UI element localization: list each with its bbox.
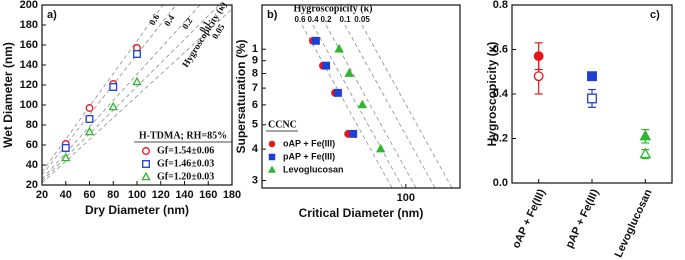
x-tick-label: 120	[152, 189, 170, 201]
x-tick-label: 100	[397, 192, 415, 204]
guide-line	[42, 5, 164, 173]
x-tick-label: 180	[223, 189, 241, 201]
y-axis-label: Supersaturation (%)	[234, 39, 248, 153]
y-tick-label: 3	[252, 174, 258, 186]
kappa-label: 0.05	[354, 15, 370, 24]
x-axis-label: Dry Diameter (nm)	[85, 203, 189, 217]
data-point	[311, 36, 320, 45]
panel-label: a)	[47, 9, 57, 21]
x-tick-label: 80	[107, 189, 119, 201]
x-axis-label: Critical Diameter (nm)	[299, 206, 424, 220]
x-tick-label: 40	[60, 189, 72, 201]
data-point	[109, 83, 118, 91]
kappa-guides-b	[301, 24, 453, 188]
y-tick-label: 0.0	[493, 177, 508, 189]
data-point	[85, 115, 94, 123]
legend-label: pAP + Fe(III)	[283, 151, 335, 161]
y-tick-label: 0.2	[493, 132, 508, 144]
legend-label: Gf=1.46±0.03	[157, 158, 214, 169]
legend-marker	[141, 171, 151, 181]
y-tick-label: 200	[20, 0, 38, 11]
legend-marker	[142, 147, 150, 155]
data-point	[344, 68, 354, 77]
guide-line	[344, 24, 436, 188]
data-point	[334, 43, 344, 53]
data-point	[349, 129, 358, 138]
y-tick-label: 0.6	[493, 43, 508, 55]
y-tick-label: 60	[26, 139, 38, 151]
guide-line	[42, 8, 232, 184]
y-tick-label: 180	[20, 19, 38, 31]
y-tick-label: 8	[252, 67, 258, 79]
data-point	[334, 88, 342, 97]
legend-marker	[142, 160, 150, 168]
legend-label: Gf=1.20±0.03	[157, 171, 214, 182]
x-tick-label: pAP + Fe(III)	[564, 187, 602, 250]
y-tick-label: 9	[252, 55, 258, 67]
data-point	[132, 76, 142, 86]
legend-title: H-TDMA; RH=85%	[139, 130, 227, 141]
y-tick-label: 160	[20, 39, 38, 51]
kappa-label: 0.4	[307, 15, 319, 24]
y-tick-label: 0.8	[493, 0, 508, 11]
y-tick-label: 7	[252, 82, 258, 94]
x-tick-label: 60	[83, 189, 95, 201]
kappa-label: 0.6	[294, 15, 306, 24]
y-tick-label: 5	[252, 119, 258, 131]
data-point	[375, 143, 386, 153]
x-tick-label: 20	[36, 189, 48, 201]
plot-frame	[261, 4, 461, 189]
kappa-title: Hygroscopicity (κ)	[294, 3, 373, 14]
data-point	[639, 147, 652, 159]
x-tick-label: 160	[199, 189, 217, 201]
legend-marker	[268, 153, 276, 161]
y-tick-label: 40	[26, 159, 38, 171]
data-point	[533, 71, 544, 82]
x-tick-label: oAP + Fe(III)	[510, 187, 548, 250]
y-axis-label: Hygroscopicity (κ)	[485, 42, 499, 147]
data-point	[133, 50, 141, 58]
kappa-label: 0.4	[162, 13, 177, 28]
y-tick-label: 6	[252, 99, 258, 111]
data-point	[61, 144, 70, 152]
y-tick-label: 100	[20, 99, 38, 111]
data-point	[84, 126, 95, 136]
data-point	[322, 61, 331, 70]
data-point	[357, 99, 368, 109]
data-point	[587, 71, 597, 82]
y-tick-label: 140	[20, 59, 38, 71]
legend-marker	[268, 140, 276, 148]
guide-line	[312, 24, 404, 188]
legend-title: CCNC	[268, 119, 297, 130]
x-tick-label: 140	[175, 189, 193, 201]
x-tick-label: 100	[128, 189, 146, 201]
kappa-label: 0.2	[180, 16, 195, 31]
panel-label: b)	[267, 9, 278, 21]
kappa-label: 0.1	[339, 15, 351, 24]
guide-line	[301, 24, 393, 188]
data-point	[85, 104, 94, 112]
panel-label: c)	[650, 9, 660, 21]
y-tick-label: 20	[26, 179, 38, 191]
y-tick-label: 80	[26, 119, 38, 131]
y-tick-label: 120	[20, 79, 38, 91]
data-point	[639, 129, 652, 141]
y-tick-label: 4	[252, 143, 259, 155]
kappa-label: 0.2	[320, 15, 332, 24]
data-point	[587, 93, 597, 104]
legend-marker	[268, 165, 276, 173]
legend-label: Gf=1.54±0.06	[157, 145, 214, 156]
y-axis-label: Wet Diameter (nm)	[1, 42, 15, 148]
legend-label: Levoglucosan	[283, 164, 344, 174]
legend-label: oAP + Fe(III)	[283, 138, 335, 148]
guide-line	[361, 24, 453, 188]
data-point	[61, 152, 71, 162]
data-point	[108, 101, 118, 111]
y-tick-label: 1	[252, 43, 258, 55]
y-tick-label: 0.4	[493, 88, 509, 100]
x-tick-label: Levoglucosan	[613, 187, 655, 259]
